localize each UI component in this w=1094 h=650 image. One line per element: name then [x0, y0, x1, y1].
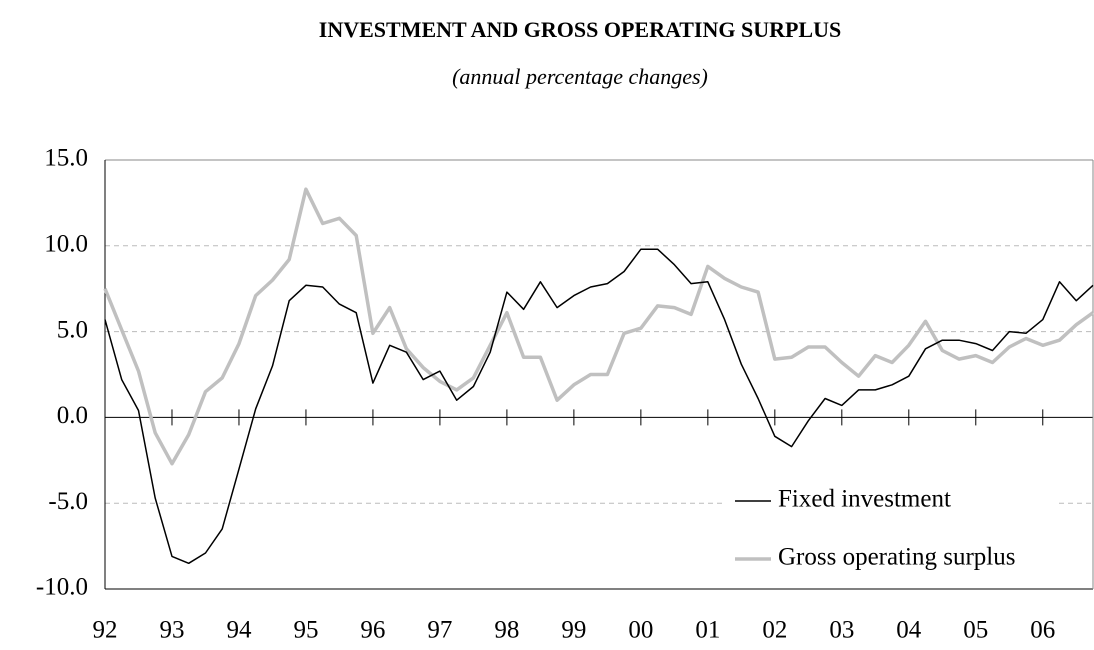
legend-label: Fixed investment: [778, 486, 951, 513]
series-line: [103, 187, 1094, 466]
x-tick-label: 02: [762, 617, 787, 644]
chart-subtitle: (annual percentage changes): [452, 64, 708, 89]
y-tick-label: 0.0: [57, 402, 88, 429]
series-line: [104, 248, 1094, 565]
legend-label: Gross operating surplus: [778, 544, 1015, 571]
x-tick-label: 94: [226, 617, 252, 644]
y-tick-label: 5.0: [57, 316, 88, 343]
x-tick-label: 96: [360, 617, 385, 644]
x-tick-label: 01: [695, 617, 720, 644]
legend-background: [725, 476, 1055, 586]
legend: Fixed investment Gross operating surplus: [725, 476, 1055, 586]
y-tick-label: 15.0: [44, 145, 88, 172]
x-tick-label: 03: [829, 617, 854, 644]
chart-title: INVESTMENT AND GROSS OPERATING SURPLUS: [319, 17, 841, 42]
x-tick-label: 06: [1030, 617, 1055, 644]
x-tick-label: 92: [93, 617, 118, 644]
y-tick-label: 10.0: [44, 231, 88, 258]
x-tick-label: 98: [494, 617, 519, 644]
x-tick-label: 95: [293, 617, 318, 644]
x-tick-label: 99: [561, 617, 586, 644]
x-tick-label: 00: [628, 617, 653, 644]
y-tick-label: -10.0: [36, 574, 88, 601]
x-tick-label: 93: [159, 617, 184, 644]
x-tick-label: 04: [896, 617, 922, 644]
x-tick-label: 97: [427, 617, 452, 644]
x-tick-label: 05: [963, 617, 988, 644]
y-tick-label: -5.0: [48, 488, 88, 515]
